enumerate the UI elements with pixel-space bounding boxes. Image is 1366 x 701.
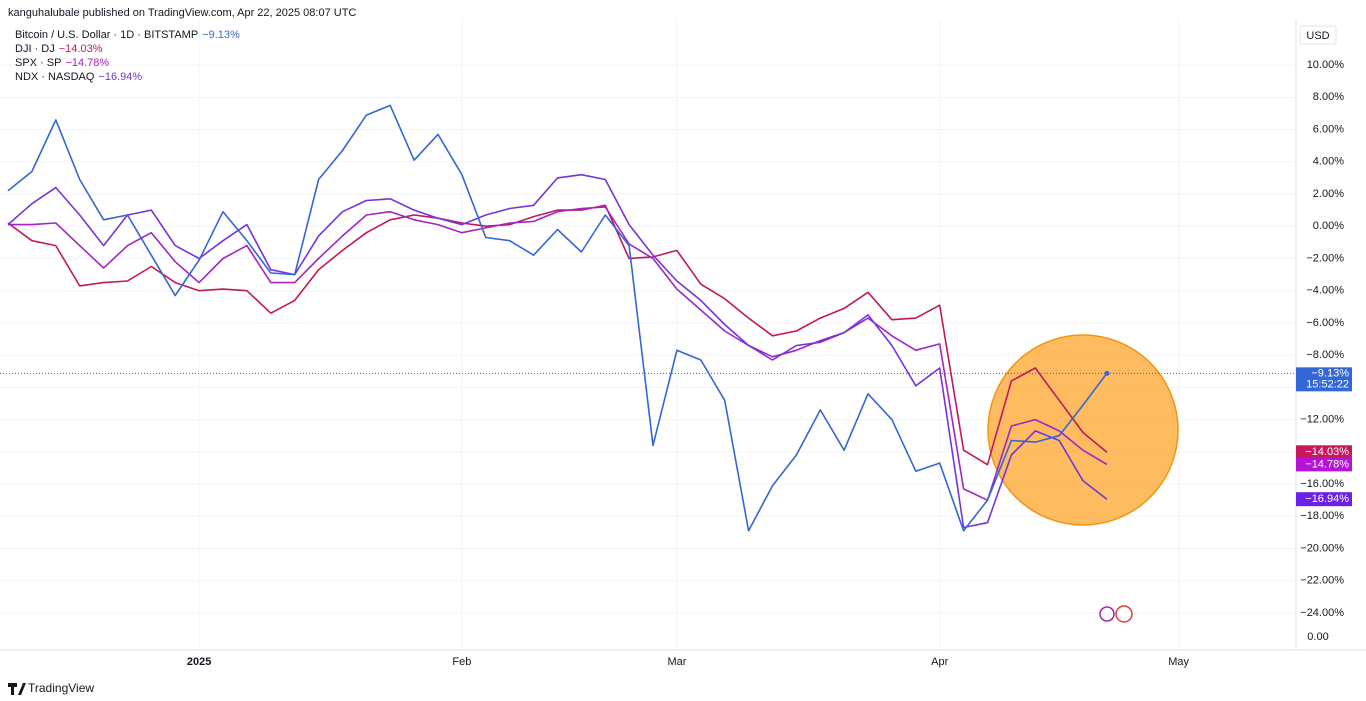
y-tick-label: 0.00% bbox=[1313, 220, 1344, 232]
y-tick-label: −6.00% bbox=[1306, 317, 1344, 329]
y-tick-label: 2.00% bbox=[1313, 188, 1344, 200]
price-badge bbox=[1296, 367, 1352, 392]
price-badge-label: −14.78% bbox=[1305, 458, 1349, 470]
series-line bbox=[7, 104, 1108, 532]
series-line bbox=[8, 206, 1108, 501]
legend-value: −14.78% bbox=[65, 57, 109, 69]
currency-box[interactable] bbox=[1299, 25, 1337, 45]
legend-value: −9.13% bbox=[202, 29, 240, 41]
y-tick-label: −12.00% bbox=[1300, 413, 1344, 425]
y-tick-label: 10.00% bbox=[1307, 59, 1345, 71]
legend-entry: NDX · NASDAQ −16.94% bbox=[15, 71, 142, 83]
y-tick-label: −8.00% bbox=[1306, 349, 1344, 361]
legend-name: NDX · NASDAQ bbox=[15, 71, 95, 83]
y-tick-label: −16.00% bbox=[1300, 478, 1344, 490]
price-badge-label: −9.13% bbox=[1311, 367, 1349, 379]
y-tick-label: 6.00% bbox=[1313, 123, 1344, 135]
y-tick-label: −22.00% bbox=[1300, 575, 1344, 587]
legend-value: −14.03% bbox=[59, 43, 103, 55]
y-tick-label: −20.00% bbox=[1300, 542, 1344, 554]
legend-name: Bitcoin / U.S. Dollar · 1D · BITSTAMP bbox=[15, 29, 198, 41]
lines-layer bbox=[7, 104, 1108, 532]
event-icon[interactable] bbox=[1099, 606, 1115, 622]
y-tick-label: −4.00% bbox=[1306, 285, 1344, 297]
y-tick-label: −2.00% bbox=[1306, 252, 1344, 264]
price-badge bbox=[1296, 457, 1352, 472]
price-badge bbox=[1296, 492, 1352, 507]
legend-entry: SPX · SP −14.78% bbox=[15, 57, 109, 69]
highlight-circle bbox=[987, 334, 1179, 526]
price-badge bbox=[1296, 445, 1352, 460]
last-point bbox=[1104, 370, 1110, 376]
x-tick-label: Feb bbox=[452, 656, 471, 668]
legend-entry: DJI · DJ −14.03% bbox=[15, 43, 103, 55]
publisher-header: kanguhalubale published on TradingView.c… bbox=[8, 7, 356, 19]
legend-name: DJI · DJ bbox=[15, 43, 55, 55]
footer-logo: TradingView bbox=[8, 681, 94, 695]
x-tick-label: Mar bbox=[667, 656, 686, 668]
x-tick-label: May bbox=[1168, 656, 1189, 668]
series-line bbox=[7, 204, 1108, 466]
countdown: 15:52:22 bbox=[1306, 378, 1349, 390]
price-badge-label: −16.94% bbox=[1305, 493, 1349, 505]
legend-value: −16.94% bbox=[98, 71, 142, 83]
currency[interactable]: USD bbox=[1306, 30, 1329, 42]
logo-mark bbox=[8, 683, 26, 695]
event-icon[interactable] bbox=[1115, 605, 1133, 623]
footer-brand: TradingView bbox=[28, 681, 94, 695]
legend-entry: Bitcoin / U.S. Dollar · 1D · BITSTAMP −9.… bbox=[15, 29, 240, 41]
y-tick-label: 4.00% bbox=[1313, 156, 1344, 168]
y-tick-label: −24.00% bbox=[1300, 607, 1344, 619]
series-line bbox=[7, 173, 1108, 529]
x-tick-label: 2025 bbox=[187, 656, 211, 668]
legend-name: SPX · SP bbox=[15, 57, 61, 69]
y-tick-label: −18.00% bbox=[1300, 510, 1344, 522]
bottom-scale-label: 0.00 bbox=[1307, 631, 1328, 643]
price-badge-label: −14.03% bbox=[1305, 446, 1349, 458]
y-tick-label: 8.00% bbox=[1313, 91, 1344, 103]
event-icons[interactable] bbox=[1099, 605, 1133, 623]
x-tick-label: Apr bbox=[931, 656, 948, 668]
